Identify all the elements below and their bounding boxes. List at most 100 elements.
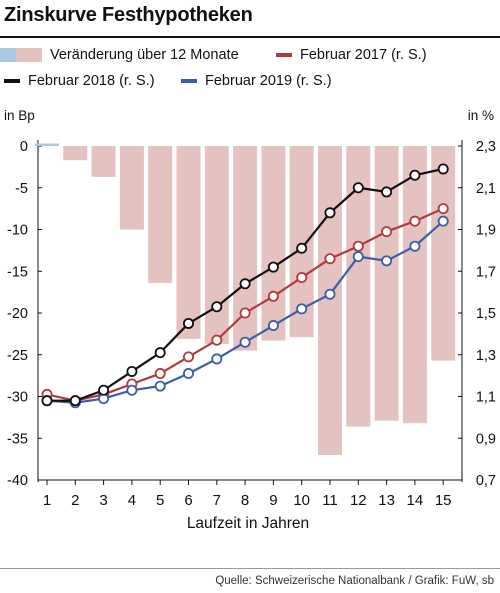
right-tick-label: 2,1 xyxy=(476,181,496,197)
series-feb2018-point xyxy=(41,395,53,407)
right-tick-label: 2,3 xyxy=(476,139,496,155)
x-tick-label: 3 xyxy=(99,492,107,509)
legend-change-label: Veränderung über 12 Monate xyxy=(50,47,239,63)
legend-feb2017-label: Februar 2017 (r. S.) xyxy=(300,47,427,63)
series-feb2018-point xyxy=(211,301,223,313)
series-feb2019-point xyxy=(126,384,138,396)
left-tick-label: -35 xyxy=(7,431,28,447)
x-tick-label: 2 xyxy=(71,492,79,509)
legend-feb2018: Februar 2018 (r. S.) xyxy=(4,73,155,89)
legend-feb2019: Februar 2019 (r. S.) xyxy=(181,73,332,89)
series-feb2019-point xyxy=(267,320,279,332)
left-axis-unit: in Bp xyxy=(4,108,35,123)
x-tick-label: 4 xyxy=(128,492,136,509)
series-feb2017-point xyxy=(182,351,194,363)
series-feb2019-point xyxy=(381,255,393,267)
legend-bar-swatch xyxy=(0,48,42,62)
legend-feb2017-swatch xyxy=(276,53,292,57)
right-tick-label: 1,9 xyxy=(476,223,496,239)
bar-change xyxy=(91,146,116,177)
series-feb2017-point xyxy=(154,368,166,380)
series-feb2019-point xyxy=(296,303,308,315)
series-feb2018-point xyxy=(296,242,308,254)
x-tick-label: 6 xyxy=(184,492,192,509)
left-tick-label: -40 xyxy=(7,473,28,489)
x-tick-label: 15 xyxy=(435,492,452,509)
series-feb2018-point xyxy=(267,261,279,273)
left-tick-label: -25 xyxy=(7,348,28,364)
series-feb2017-point xyxy=(437,203,449,215)
bar-change xyxy=(204,146,229,344)
right-tick-label: 0,9 xyxy=(476,431,496,447)
left-tick-label: -5 xyxy=(15,181,28,197)
series-feb2017-point xyxy=(267,290,279,302)
x-tick-label: 9 xyxy=(269,492,277,509)
right-tick-label: 1,1 xyxy=(476,390,496,406)
bar-change xyxy=(261,146,286,341)
x-tick-label: 14 xyxy=(407,492,424,509)
x-tick-label: 13 xyxy=(378,492,395,509)
bar-change xyxy=(35,143,59,146)
series-feb2018-point xyxy=(154,347,166,359)
bar-change xyxy=(402,146,427,424)
series-feb2019-point xyxy=(352,251,364,263)
left-tick-label: 0 xyxy=(20,139,28,155)
left-tick-label: -15 xyxy=(7,264,28,280)
bar-change xyxy=(63,146,88,161)
series-feb2018-point xyxy=(182,317,194,329)
legend-feb2019-swatch xyxy=(181,79,197,83)
series-feb2017-point xyxy=(352,240,364,252)
right-tick-label: 1,5 xyxy=(476,306,496,322)
bar-change xyxy=(176,146,201,339)
series-feb2017-point xyxy=(409,215,421,227)
series-feb2018-point xyxy=(437,163,449,175)
series-feb2019-point xyxy=(324,288,336,300)
series-feb2019-point xyxy=(154,380,166,392)
series-feb2019-point xyxy=(409,240,421,252)
footer-rule xyxy=(0,568,500,569)
x-tick-label: 1 xyxy=(43,492,51,509)
legend-change: Veränderung über 12 Monate xyxy=(0,47,239,63)
series-feb2018-point xyxy=(409,169,421,181)
series-feb2018-point xyxy=(352,182,364,194)
right-tick-label: 0,7 xyxy=(476,473,496,489)
series-feb2018-point xyxy=(239,278,251,290)
right-axis-unit: in % xyxy=(467,108,494,123)
left-tick-label: -30 xyxy=(7,390,28,406)
bar-change xyxy=(318,146,342,455)
x-tick-label: 11 xyxy=(322,492,338,509)
series-feb2019-point xyxy=(239,336,251,348)
x-tick-label: 7 xyxy=(213,492,221,509)
series-feb2017-point xyxy=(239,307,251,319)
series-feb2019-point xyxy=(182,368,194,380)
series-feb2019-point xyxy=(211,353,223,365)
series-feb2019-point xyxy=(437,215,449,227)
x-tick-label: 8 xyxy=(241,492,249,509)
x-tick-label: 12 xyxy=(350,492,367,509)
bar-change xyxy=(119,146,144,230)
series-feb2018-point xyxy=(98,384,110,396)
series-feb2018-point xyxy=(324,207,336,219)
x-axis-title: Laufzeit in Jahren xyxy=(187,515,309,532)
series-feb2017-point xyxy=(296,272,308,284)
title-rule xyxy=(0,36,500,38)
x-tick-label: 10 xyxy=(293,492,310,509)
legend-feb2019-label: Februar 2019 (r. S.) xyxy=(205,73,332,89)
series-feb2017-point xyxy=(381,226,393,238)
right-tick-label: 1,3 xyxy=(476,348,496,364)
source-note: Quelle: Schweizerische Nationalbank / Gr… xyxy=(215,575,494,587)
right-tick-label: 1,7 xyxy=(476,264,496,280)
series-feb2018-point xyxy=(69,395,81,407)
series-feb2018-point xyxy=(381,186,393,198)
legend-feb2018-swatch xyxy=(4,79,20,83)
left-tick-label: -10 xyxy=(7,223,28,239)
x-tick-label: 5 xyxy=(156,492,164,509)
bar-change xyxy=(148,146,173,283)
series-feb2018-point xyxy=(126,365,138,377)
series-feb2017-point xyxy=(324,253,336,265)
series-feb2017-point xyxy=(211,334,223,346)
chart-title: Zinskurve Festhypotheken xyxy=(4,4,253,26)
left-tick-label: -20 xyxy=(7,306,28,322)
